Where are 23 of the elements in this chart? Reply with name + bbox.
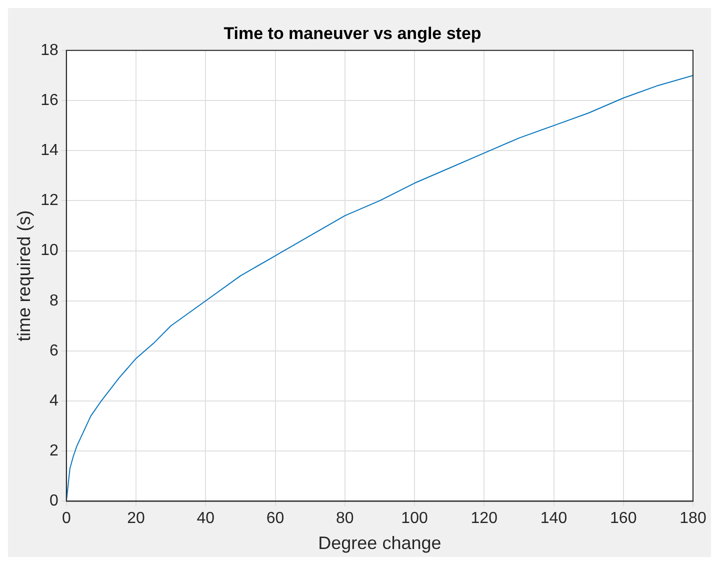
- y-tick-label: 6: [49, 342, 58, 360]
- y-tick-label: 18: [40, 42, 58, 59]
- x-tick-label: 0: [62, 510, 71, 528]
- x-tick-label: 60: [266, 510, 284, 528]
- y-tick-label: 10: [40, 242, 58, 260]
- chart-title: Time to maneuver vs angle step: [224, 24, 482, 43]
- x-tick-label: 180: [680, 510, 706, 528]
- x-tick-label: 80: [336, 510, 354, 528]
- y-tick-label: 12: [40, 192, 58, 210]
- x-tick-label: 40: [196, 510, 215, 528]
- x-tick-label: 100: [401, 510, 428, 528]
- y-tick-label: 2: [49, 442, 58, 460]
- y-tick-label: 14: [40, 142, 58, 159]
- y-tick-label: 8: [49, 292, 58, 310]
- x-tick-label: 120: [470, 510, 498, 528]
- y-tick-label: 0: [49, 492, 58, 510]
- x-axis-title: Degree change: [318, 533, 442, 554]
- y-tick-label: 4: [49, 392, 58, 410]
- x-tick-label: 20: [127, 510, 146, 528]
- x-tick-label: 160: [610, 510, 637, 528]
- y-axis-title: time required (s): [14, 210, 34, 342]
- x-tick-label: 140: [540, 510, 568, 528]
- y-tick-label: 16: [40, 92, 58, 109]
